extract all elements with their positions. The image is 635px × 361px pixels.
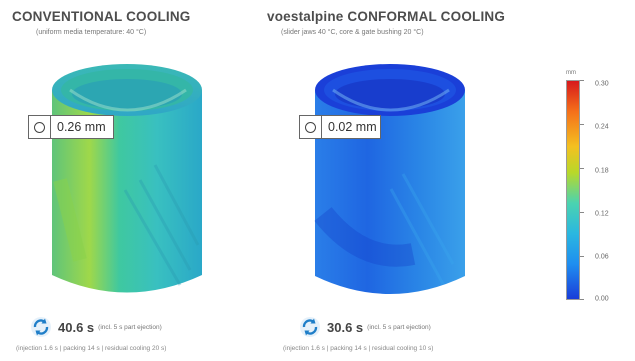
scale-tick-label: 0.18 — [595, 167, 609, 175]
cycle-time-value: 30.6 s — [327, 319, 364, 335]
cycle-time-note: (incl. 5 s part ejection) — [367, 323, 431, 331]
color-scale-bar — [566, 80, 580, 300]
scale-tick-mark — [580, 299, 584, 300]
panel-title: CONVENTIONAL COOLING — [12, 9, 191, 24]
cycle-time-note: (incl. 5 s part ejection) — [98, 323, 162, 331]
scale-tick-label: 0.12 — [595, 210, 609, 218]
scale-tick-mark — [580, 256, 584, 257]
deformation-callout: 0.26 mm — [28, 115, 114, 139]
cycle-time-row: 40.6 s (incl. 5 s part ejection) — [30, 316, 162, 338]
scale-tick-mark — [580, 124, 584, 125]
scale-tick-label: 0.00 — [595, 295, 609, 303]
cylinder-part-render — [52, 64, 202, 293]
circle-icon — [300, 116, 322, 138]
cycle-arrows-icon — [31, 317, 51, 337]
scale-tick-label: 0.30 — [595, 80, 609, 88]
scale-tick-label: 0.24 — [595, 123, 609, 131]
panel-subtitle: (uniform media temperature: 40 °C) — [36, 29, 147, 36]
cylinder-part-render — [314, 64, 465, 294]
circle-icon — [29, 116, 51, 138]
conventional-cooling-panel: CONVENTIONAL COOLING (uniform media temp… — [0, 0, 260, 361]
deformation-value: 0.26 mm — [57, 120, 106, 134]
scale-tick-mark — [580, 212, 584, 213]
panel-title: voestalpine CONFORMAL COOLING — [267, 9, 506, 24]
scale-unit: mm — [566, 70, 576, 76]
cycle-arrows-icon — [300, 317, 320, 337]
cycle-breakdown: (injection 1.6 s | packing 14 s | residu… — [283, 345, 434, 352]
scale-tick-label: 0.06 — [595, 253, 609, 261]
cycle-time-value: 40.6 s — [58, 319, 95, 335]
conformal-cooling-panel: voestalpine CONFORMAL COOLING (slider ja… — [255, 0, 515, 361]
deformation-value: 0.02 mm — [328, 120, 377, 134]
deformation-callout: 0.02 mm — [299, 115, 381, 139]
scale-tick-mark — [580, 80, 584, 81]
scale-tick-mark — [580, 168, 584, 169]
cycle-breakdown: (injection 1.6 s | packing 14 s | residu… — [16, 345, 167, 352]
panel-subtitle: (slider jaws 40 °C, core & gate bushing … — [281, 29, 424, 36]
cycle-time-row: 30.6 s (incl. 5 s part ejection) — [299, 316, 431, 338]
